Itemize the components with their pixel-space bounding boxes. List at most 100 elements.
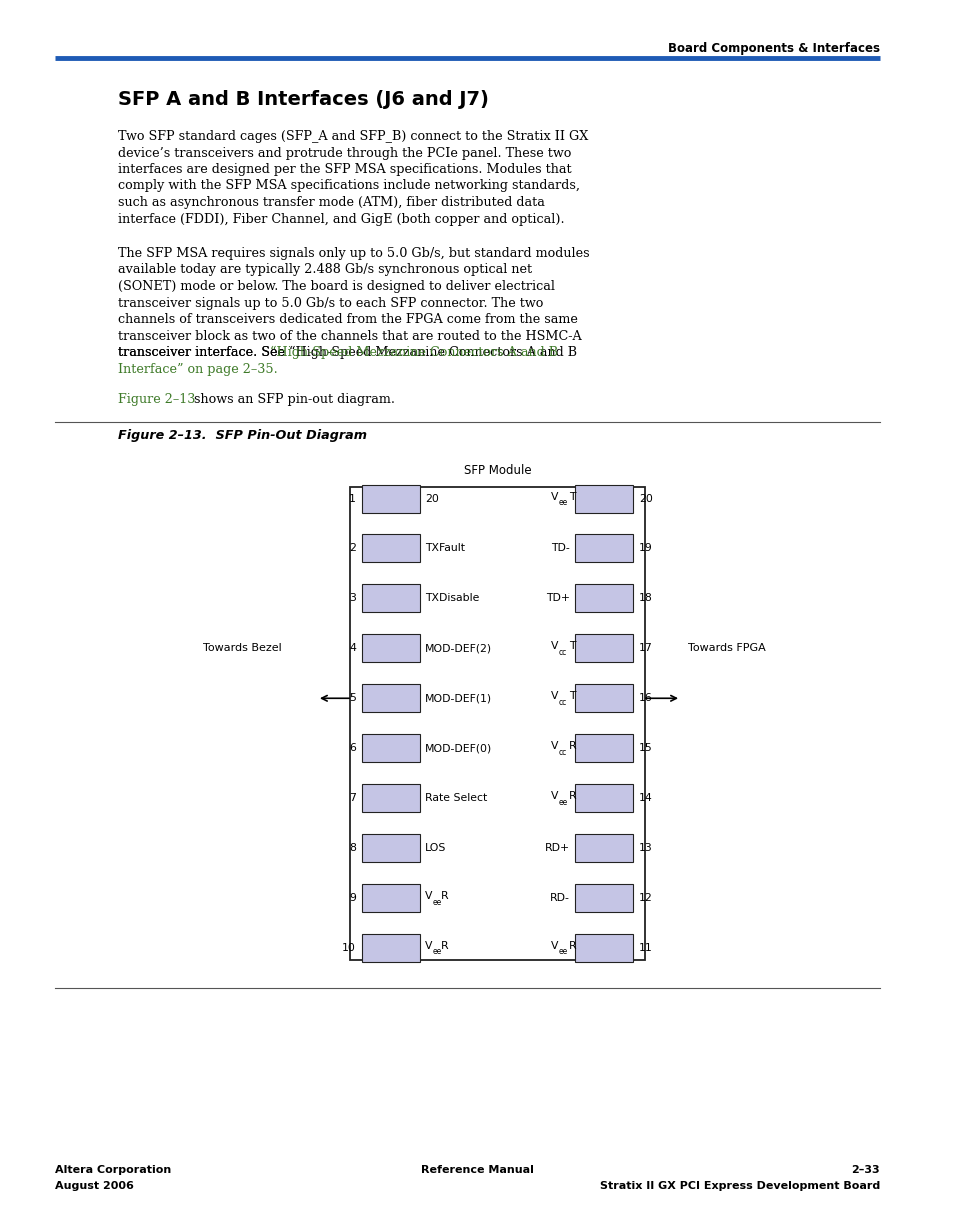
Text: LOS: LOS [424,843,446,853]
Text: MOD-DEF(0): MOD-DEF(0) [424,744,492,753]
Text: 12: 12 [639,893,652,903]
Text: 2: 2 [349,544,355,553]
Text: 6: 6 [349,744,355,753]
Text: cc: cc [558,648,567,656]
Text: TXDisable: TXDisable [424,594,478,604]
Text: V: V [551,941,558,951]
Bar [575,634,633,663]
Text: ee: ee [558,498,568,507]
Bar [575,584,633,612]
Text: 16: 16 [639,693,652,703]
Text: Figure 2–13.  SFP Pin-Out Diagram: Figure 2–13. SFP Pin-Out Diagram [118,429,367,443]
Text: Stratix II GX PCI Express Development Board: Stratix II GX PCI Express Development Bo… [599,1182,879,1191]
Text: Two SFP standard cages (SFP_A and SFP_B) connect to the Stratix II GX: Two SFP standard cages (SFP_A and SFP_B)… [118,130,588,144]
Text: transceiver block as two of the channels that are routed to the HSMC-A: transceiver block as two of the channels… [118,330,581,342]
Text: 20: 20 [639,493,652,503]
Text: ee: ee [433,898,442,907]
Bar [361,784,419,812]
Text: 9: 9 [349,893,355,903]
Text: Towards Bezel: Towards Bezel [203,643,282,653]
Text: Reference Manual: Reference Manual [420,1164,533,1175]
Text: 19: 19 [639,544,652,553]
Text: TXFault: TXFault [424,544,464,553]
Text: V: V [551,492,558,502]
Text: T: T [568,642,575,652]
Bar [575,685,633,713]
Text: 14: 14 [639,793,652,804]
Text: Altera Corporation: Altera Corporation [55,1164,172,1175]
Text: 1: 1 [349,493,355,503]
Text: device’s transceivers and protrude through the PCIe panel. These two: device’s transceivers and protrude throu… [118,146,571,160]
Text: V: V [551,791,558,801]
Text: cc: cc [558,698,567,707]
Text: (SONET) mode or below. The board is designed to deliver electrical: (SONET) mode or below. The board is desi… [118,280,555,293]
Text: “High-Speed Mezzanine Connectors A and B: “High-Speed Mezzanine Connectors A and B [270,346,558,360]
Text: TD+: TD+ [545,594,569,604]
Text: 20: 20 [424,493,438,503]
Bar [361,734,419,762]
Text: 18: 18 [639,594,652,604]
Text: V: V [551,642,558,652]
Text: 5: 5 [349,693,355,703]
Text: 17: 17 [639,643,652,653]
Text: V: V [551,741,558,751]
Text: V: V [551,691,558,702]
Text: Interface” on page 2–35.: Interface” on page 2–35. [118,362,277,375]
Text: 4: 4 [349,643,355,653]
Bar [361,485,419,513]
Text: RD+: RD+ [544,843,569,853]
Bar [575,885,633,912]
Text: SFP Module: SFP Module [463,465,531,477]
Text: 15: 15 [639,744,652,753]
Bar [575,934,633,962]
Text: SFP A and B Interfaces (J6 and J7): SFP A and B Interfaces (J6 and J7) [118,90,488,109]
Text: ee: ee [433,947,442,957]
Text: transceiver interface. See: transceiver interface. See [118,346,289,360]
Bar [575,734,633,762]
Text: T: T [568,492,575,502]
Text: ee: ee [558,947,568,957]
Bar [575,485,633,513]
Bar [361,685,419,713]
Text: transceiver interface. See “High-Speed Mezzanine Connectors A and B: transceiver interface. See “High-Speed M… [118,346,577,360]
Bar [575,535,633,562]
Text: August 2006: August 2006 [55,1182,133,1191]
Text: 3: 3 [349,594,355,604]
Text: TD-: TD- [551,544,569,553]
Text: cc: cc [558,747,567,757]
Text: ee: ee [558,798,568,806]
Text: transceiver signals up to 5.0 Gb/s to each SFP connector. The two: transceiver signals up to 5.0 Gb/s to ea… [118,297,543,309]
Text: 8: 8 [349,843,355,853]
Text: R: R [440,891,448,901]
Text: MOD-DEF(2): MOD-DEF(2) [424,643,492,653]
Text: The SFP MSA requires signals only up to 5.0 Gb/s, but standard modules: The SFP MSA requires signals only up to … [118,247,589,260]
Text: available today are typically 2.488 Gb/s synchronous optical net: available today are typically 2.488 Gb/s… [118,264,532,276]
Text: MOD-DEF(1): MOD-DEF(1) [424,693,492,703]
Text: interface (FDDI), Fiber Channel, and GigE (both copper and optical).: interface (FDDI), Fiber Channel, and Gig… [118,212,564,226]
Text: R: R [568,791,576,801]
Bar [361,584,419,612]
Bar [350,486,644,960]
Text: Towards FPGA: Towards FPGA [687,643,765,653]
Text: 2–33: 2–33 [850,1164,879,1175]
Text: R: R [568,741,576,751]
Text: 11: 11 [639,944,652,953]
Text: 10: 10 [342,944,355,953]
Bar [361,535,419,562]
Text: V: V [424,891,432,901]
Text: Board Components & Interfaces: Board Components & Interfaces [667,42,879,55]
Text: 7: 7 [349,793,355,804]
Text: comply with the SFP MSA specifications include networking standards,: comply with the SFP MSA specifications i… [118,179,579,193]
Text: V: V [424,941,432,951]
Text: R: R [440,941,448,951]
Bar [361,634,419,663]
Text: interfaces are designed per the SFP MSA specifications. Modules that: interfaces are designed per the SFP MSA … [118,163,571,175]
Bar [575,784,633,812]
Text: 13: 13 [639,843,652,853]
Text: Rate Select: Rate Select [424,793,487,804]
Text: R: R [568,941,576,951]
Bar [361,934,419,962]
Text: Figure 2–13: Figure 2–13 [118,393,195,406]
Text: RD-: RD- [550,893,569,903]
Text: T: T [568,691,575,702]
